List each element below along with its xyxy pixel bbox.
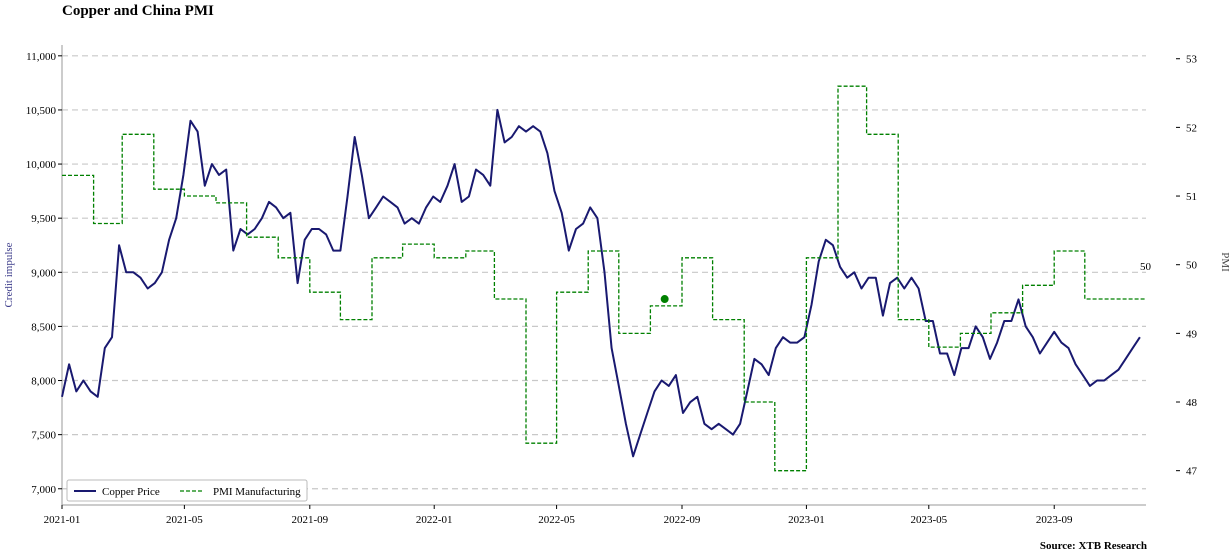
right-tick-label: 48 [1186, 397, 1198, 409]
left-tick-label: 11,000 [26, 51, 56, 63]
x-tick-label: 2022-01 [416, 514, 453, 526]
x-tick-label: 2021-01 [44, 514, 81, 526]
right-tick-label: 50 [1186, 260, 1198, 272]
legend-label-copper: Copper Price [102, 486, 160, 498]
left-tick-label: 7,500 [31, 430, 56, 442]
right-tick-label: 49 [1186, 328, 1198, 340]
x-axis-ticks: 2021-01 2021-05 2021-09 2022-01 2022-05 2022-… [44, 505, 1073, 526]
legend: Copper Price PMI Manufacturing [66, 479, 308, 502]
axes [61, 45, 1146, 506]
legend-label-pmi: PMI Manufacturing [213, 486, 301, 498]
right-tick-label: 47 [1186, 466, 1198, 478]
y-axis-label-right: PMI [1219, 252, 1231, 272]
source-note: Source: XTB Research [1039, 540, 1147, 552]
highlight-point [660, 295, 669, 304]
series [61, 85, 1146, 472]
right-axis-ticks: 47 48 49 50 51 52 53 [1176, 54, 1198, 478]
left-tick-label: 9,500 [31, 213, 56, 225]
left-tick-label: 7,000 [31, 484, 56, 496]
annotation-label: 50 [1140, 261, 1152, 273]
left-tick-label: 10,000 [26, 159, 57, 171]
left-axis-ticks: 7,000 7,500 8,000 8,500 9,000 9,500 10,000 10,5… [26, 51, 62, 496]
left-tick-label: 8,500 [31, 321, 56, 333]
x-tick-label: 2023-01 [788, 514, 825, 526]
x-tick-label: 2021-05 [166, 514, 203, 526]
right-tick-label: 51 [1186, 191, 1197, 203]
series-line-copper [61, 108, 1141, 458]
chart-title: Copper and China PMI [62, 3, 214, 19]
right-tick-label: 52 [1186, 122, 1197, 134]
x-tick-label: 2023-09 [1036, 514, 1073, 526]
x-tick-label: 2022-05 [538, 514, 575, 526]
left-tick-label: 9,000 [31, 267, 56, 279]
x-tick-label: 2021-09 [291, 514, 328, 526]
left-tick-label: 8,000 [31, 376, 56, 388]
right-tick-label: 53 [1186, 54, 1198, 66]
left-tick-label: 10,500 [26, 105, 57, 117]
y-axis-label-left: Credit impulse [3, 242, 15, 307]
x-tick-label: 2023-05 [910, 514, 947, 526]
series-line-pmi [62, 85, 1146, 472]
x-tick-label: 2022-09 [664, 514, 701, 526]
